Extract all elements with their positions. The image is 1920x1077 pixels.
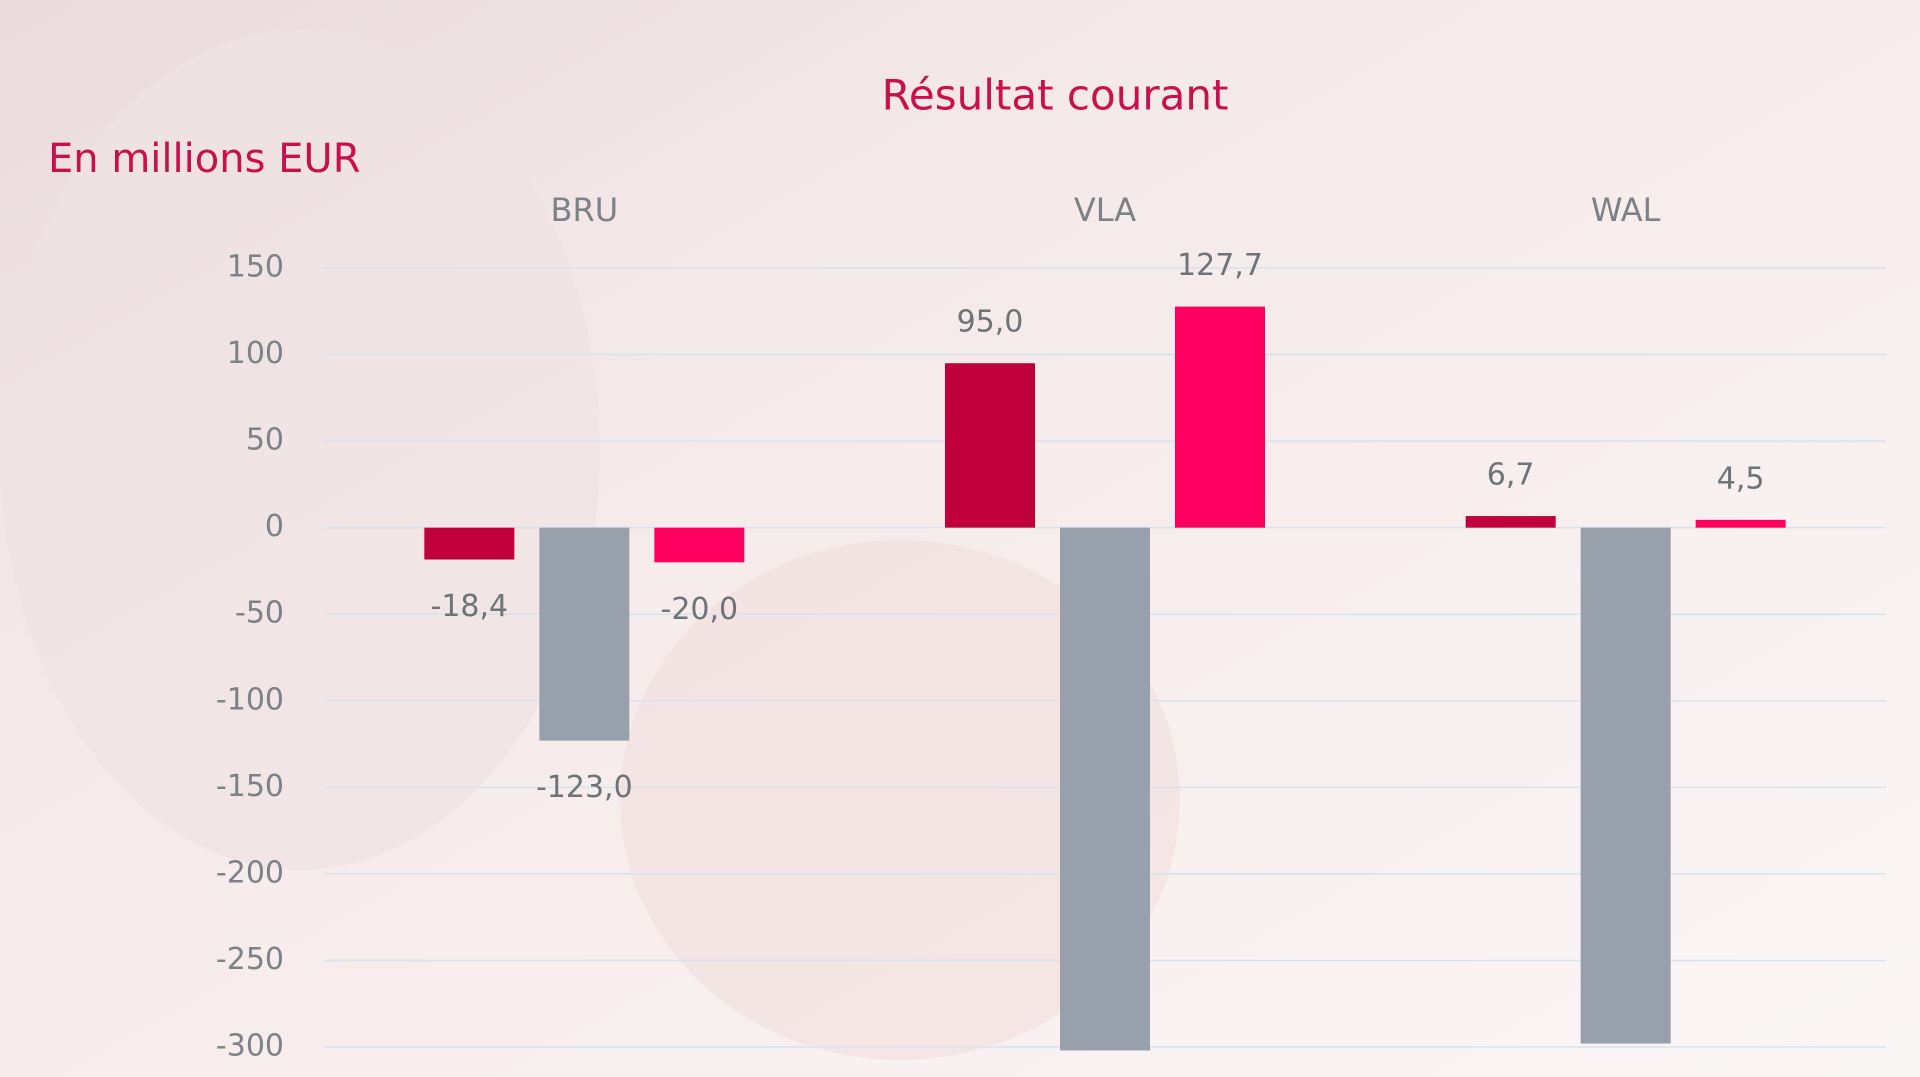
bar	[1175, 306, 1265, 528]
y-tick-label: -250	[216, 942, 284, 977]
value-label: 6,7	[1487, 458, 1535, 493]
category-label: WAL	[1591, 191, 1661, 229]
bar	[1060, 527, 1150, 1051]
value-label: 95,0	[957, 305, 1024, 340]
y-tick-label: -100	[216, 682, 284, 717]
background-shape	[0, 30, 600, 870]
value-label: -20,0	[661, 592, 739, 627]
bar	[539, 527, 630, 741]
bar	[1695, 519, 1786, 528]
bar	[1580, 527, 1671, 1044]
category-label: VLA	[1074, 191, 1136, 229]
bar	[1465, 516, 1556, 528]
y-tick-label: -150	[216, 769, 284, 804]
y-axis-label: En millions EUR	[48, 136, 360, 182]
category-label: BRU	[551, 191, 619, 229]
y-tick-label: 0	[265, 509, 284, 544]
bar	[654, 527, 745, 563]
y-tick-label: -300	[216, 1029, 284, 1064]
chart-title: Résultat courant	[882, 71, 1229, 120]
value-label: -123,0	[536, 770, 633, 805]
background-shape	[620, 540, 1180, 1060]
y-tick-label: -50	[235, 596, 284, 631]
y-tick-label: 50	[246, 423, 284, 458]
value-label: 127,7	[1177, 248, 1263, 283]
y-tick-label: 150	[227, 250, 284, 285]
y-tick-label: 100	[227, 336, 284, 371]
bar	[424, 527, 515, 560]
y-tick-label: -200	[216, 855, 284, 890]
bar	[945, 363, 1035, 528]
value-label: 4,5	[1717, 461, 1765, 496]
value-label: -18,4	[431, 589, 509, 624]
